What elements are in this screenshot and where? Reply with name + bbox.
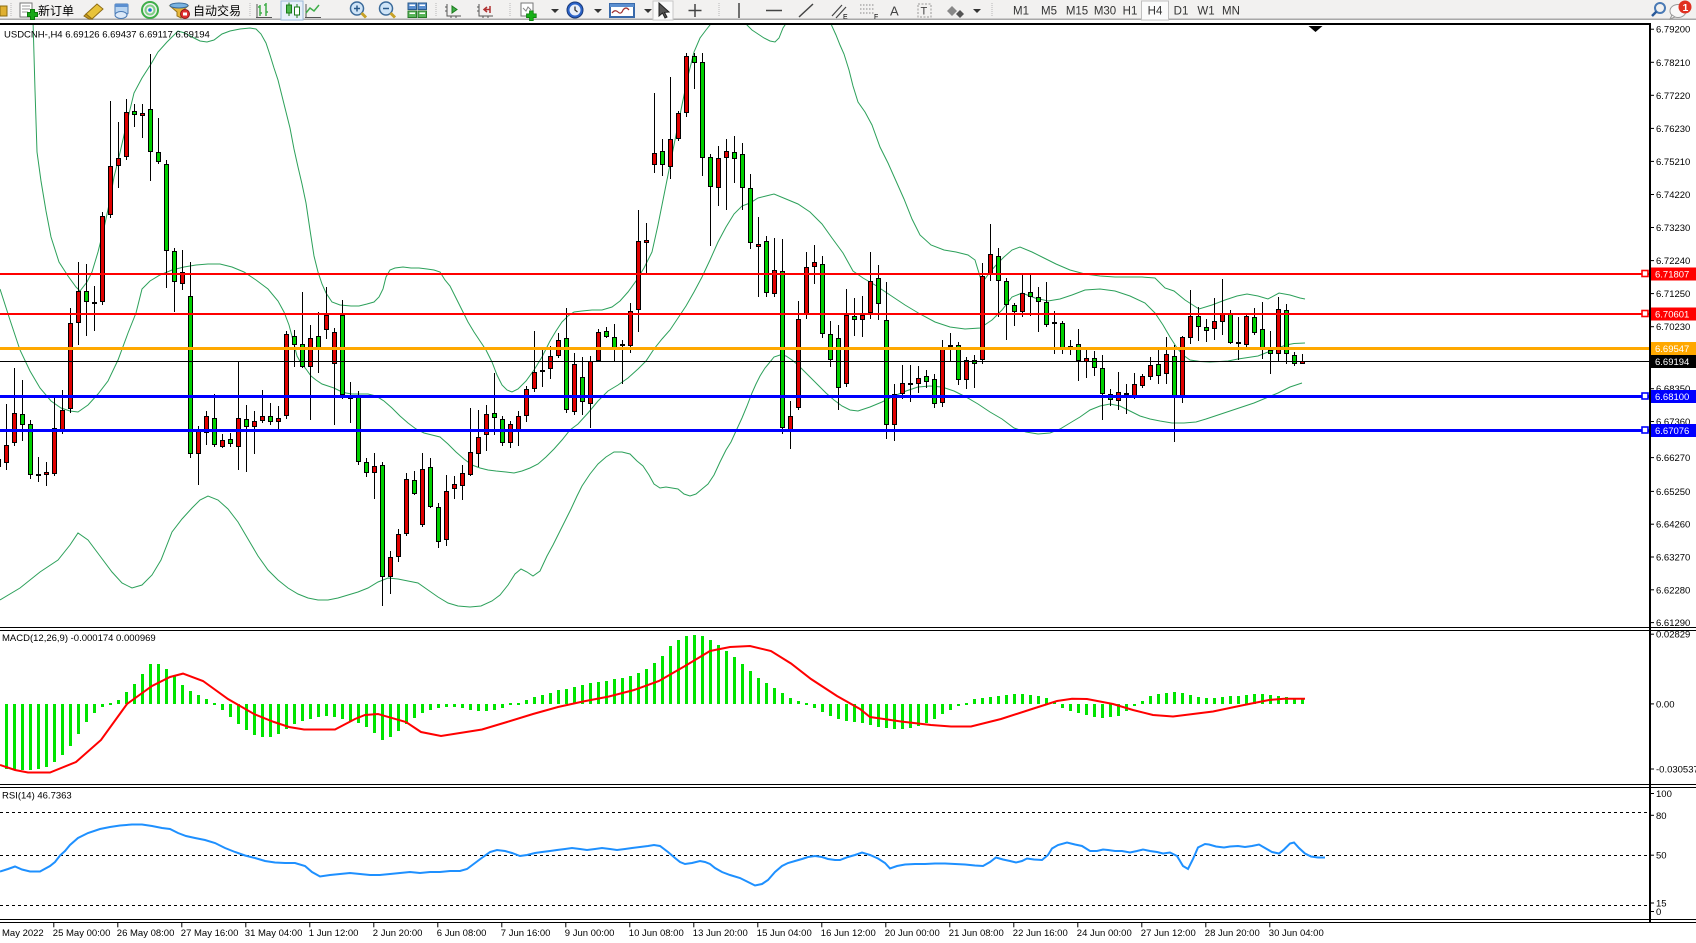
- svg-text:6.72240: 6.72240: [1656, 256, 1690, 267]
- svg-text:28 Jun 20:00: 28 Jun 20:00: [1205, 928, 1260, 939]
- svg-text:6.74220: 6.74220: [1656, 190, 1690, 201]
- svg-text:A: A: [890, 4, 899, 19]
- svg-text:6.78210: 6.78210: [1656, 58, 1690, 69]
- svg-text:M15: M15: [1066, 6, 1088, 18]
- svg-text:H1: H1: [1123, 6, 1138, 18]
- svg-text:15: 15: [1656, 899, 1667, 910]
- svg-text:9 Jun 00:00: 9 Jun 00:00: [565, 928, 615, 939]
- svg-text:0: 0: [1656, 907, 1661, 918]
- svg-text:M30: M30: [1094, 6, 1116, 18]
- svg-text:6.73230: 6.73230: [1656, 223, 1690, 234]
- svg-text:自动交易: 自动交易: [193, 3, 241, 18]
- svg-text:21 Jun 08:00: 21 Jun 08:00: [949, 928, 1004, 939]
- svg-text:0.02829: 0.02829: [1656, 630, 1690, 641]
- svg-text:80: 80: [1656, 811, 1667, 822]
- svg-text:27 Jun 12:00: 27 Jun 12:00: [1141, 928, 1196, 939]
- svg-text:13 Jun 20:00: 13 Jun 20:00: [693, 928, 748, 939]
- svg-text:6.71807: 6.71807: [1655, 270, 1689, 281]
- svg-text:6.68100: 6.68100: [1655, 392, 1689, 403]
- svg-text:6.67360: 6.67360: [1656, 417, 1690, 428]
- svg-text:6.79200: 6.79200: [1656, 25, 1690, 36]
- svg-text:M5: M5: [1041, 6, 1057, 18]
- svg-text:31 May 04:00: 31 May 04:00: [245, 928, 303, 939]
- svg-text:22 Jun 16:00: 22 Jun 16:00: [1013, 928, 1068, 939]
- svg-text:6.62280: 6.62280: [1656, 585, 1690, 596]
- svg-text:1 Jun 12:00: 1 Jun 12:00: [309, 928, 359, 939]
- svg-text:6.63270: 6.63270: [1656, 553, 1690, 564]
- svg-text:6.66270: 6.66270: [1656, 453, 1690, 464]
- svg-text:0.00: 0.00: [1656, 699, 1675, 710]
- svg-text:MACD(12,26,9) -0.000174 0.0009: MACD(12,26,9) -0.000174 0.000969: [2, 633, 156, 644]
- svg-text:26 May 08:00: 26 May 08:00: [117, 928, 175, 939]
- svg-text:H4: H4: [1148, 6, 1163, 18]
- svg-text:7 Jun 16:00: 7 Jun 16:00: [501, 928, 551, 939]
- svg-text:6.65250: 6.65250: [1656, 487, 1690, 498]
- svg-text:MN: MN: [1222, 6, 1240, 18]
- svg-text:6.75210: 6.75210: [1656, 157, 1690, 168]
- svg-text:D1: D1: [1174, 6, 1189, 18]
- svg-text:-0.030537: -0.030537: [1656, 765, 1696, 776]
- svg-text:25 May 00:00: 25 May 00:00: [53, 928, 111, 939]
- svg-text:24 Jun 00:00: 24 Jun 00:00: [1077, 928, 1132, 939]
- svg-text:新订单: 新订单: [38, 3, 74, 18]
- svg-text:6.69194: 6.69194: [1655, 357, 1689, 368]
- svg-text:6.70601: 6.70601: [1655, 310, 1689, 321]
- svg-text:15 Jun 04:00: 15 Jun 04:00: [757, 928, 812, 939]
- svg-text:6.70230: 6.70230: [1656, 322, 1690, 333]
- svg-text:T: T: [921, 6, 928, 18]
- svg-text:27 May 16:00: 27 May 16:00: [181, 928, 239, 939]
- svg-text:RSI(14) 46.7363: RSI(14) 46.7363: [2, 791, 72, 802]
- svg-text:E: E: [843, 14, 848, 21]
- svg-text:F: F: [874, 14, 878, 21]
- svg-text:M1: M1: [1013, 6, 1029, 18]
- svg-text:USDCNH-,H4 6.69126 6.69437 6.: USDCNH-,H4 6.69126 6.69437 6.69117 6.691…: [4, 30, 210, 41]
- svg-text:16 Jun 12:00: 16 Jun 12:00: [821, 928, 876, 939]
- svg-text:20 Jun 00:00: 20 Jun 00:00: [885, 928, 940, 939]
- svg-text:6.64260: 6.64260: [1656, 520, 1690, 531]
- svg-text:6.68350: 6.68350: [1656, 384, 1690, 395]
- svg-text:1: 1: [1683, 2, 1689, 14]
- svg-text:W1: W1: [1197, 6, 1214, 18]
- svg-text:6.67076: 6.67076: [1655, 426, 1689, 437]
- svg-text:50: 50: [1656, 851, 1667, 862]
- svg-text:10 Jun 08:00: 10 Jun 08:00: [629, 928, 684, 939]
- svg-text:6.69547: 6.69547: [1655, 344, 1689, 355]
- svg-text:6.71250: 6.71250: [1656, 289, 1690, 300]
- svg-text:May 2022: May 2022: [2, 928, 44, 939]
- svg-text:6 Jun 08:00: 6 Jun 08:00: [437, 928, 487, 939]
- svg-text:2 Jun 20:00: 2 Jun 20:00: [373, 928, 423, 939]
- svg-text:100: 100: [1656, 789, 1672, 800]
- svg-text:6.76230: 6.76230: [1656, 124, 1690, 135]
- svg-text:6.77220: 6.77220: [1656, 91, 1690, 102]
- svg-text:30 Jun 04:00: 30 Jun 04:00: [1269, 928, 1324, 939]
- svg-text:6.61290: 6.61290: [1656, 618, 1690, 629]
